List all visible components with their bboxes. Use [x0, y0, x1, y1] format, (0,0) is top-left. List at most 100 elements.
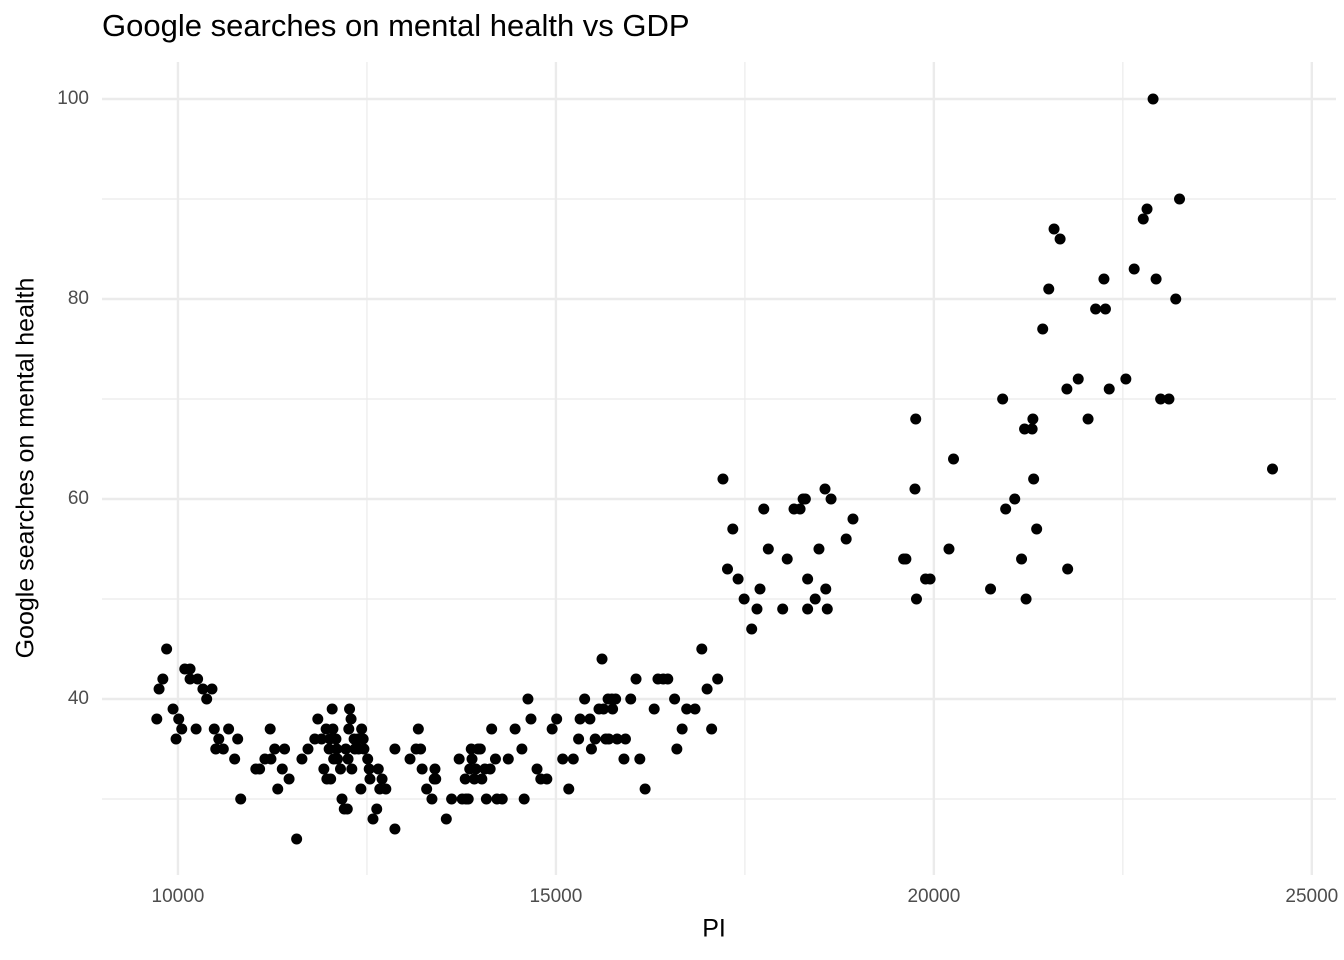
point [151, 713, 163, 725]
point [819, 483, 831, 495]
point [429, 763, 441, 775]
point [462, 793, 474, 805]
point [712, 673, 724, 685]
point [355, 783, 367, 795]
point [589, 733, 601, 745]
point [573, 733, 585, 745]
point [330, 733, 342, 745]
point [502, 753, 514, 765]
point [173, 713, 185, 725]
point [598, 703, 610, 715]
point [541, 773, 553, 785]
point [440, 813, 452, 825]
point [346, 763, 358, 775]
point [840, 533, 852, 545]
point [676, 723, 688, 735]
point [579, 693, 591, 705]
point [269, 743, 281, 755]
point [1016, 553, 1028, 565]
point [762, 543, 774, 555]
point [480, 793, 492, 805]
point [625, 693, 637, 705]
point [254, 763, 266, 775]
point [326, 703, 338, 715]
point [1048, 223, 1060, 235]
point [380, 783, 392, 795]
point [985, 583, 997, 595]
point [362, 753, 374, 765]
point [1267, 463, 1279, 475]
point [596, 653, 608, 665]
point [192, 673, 204, 685]
x-tick-label: 10000 [152, 886, 205, 907]
point [799, 493, 811, 505]
point [265, 753, 277, 765]
point [610, 693, 622, 705]
point [206, 683, 218, 695]
point [696, 643, 708, 655]
point [717, 473, 729, 485]
point [669, 693, 681, 705]
point [316, 733, 328, 745]
point [213, 733, 225, 745]
point [681, 703, 693, 715]
point [336, 793, 348, 805]
point [634, 753, 646, 765]
point [948, 453, 960, 465]
point [296, 753, 308, 765]
point [567, 753, 579, 765]
point [342, 753, 354, 765]
point [1054, 233, 1066, 245]
point [157, 673, 169, 685]
point [689, 703, 701, 715]
point [376, 773, 388, 785]
point [924, 573, 936, 585]
point [363, 763, 375, 775]
point [190, 723, 202, 735]
point [909, 483, 921, 495]
point [421, 783, 433, 795]
point [900, 553, 912, 565]
point [357, 733, 369, 745]
point [404, 753, 416, 765]
point [722, 563, 734, 575]
point [518, 793, 530, 805]
point [1009, 493, 1021, 505]
point [415, 743, 427, 755]
point [302, 743, 314, 755]
point [364, 773, 376, 785]
point [809, 593, 821, 605]
point [732, 573, 744, 585]
point [758, 503, 770, 515]
point [416, 763, 428, 775]
point [1147, 93, 1159, 105]
point [453, 753, 465, 765]
point [754, 583, 766, 595]
point [371, 803, 383, 815]
point [584, 713, 596, 725]
point [412, 723, 424, 735]
point [197, 683, 209, 695]
point [389, 743, 401, 755]
point [821, 603, 833, 615]
point [516, 743, 528, 755]
point [343, 723, 355, 735]
point [470, 763, 482, 775]
point [671, 743, 683, 755]
point [486, 723, 498, 735]
point [1062, 563, 1074, 575]
point [426, 793, 438, 805]
point [802, 573, 814, 585]
point [1027, 413, 1039, 425]
point [574, 713, 586, 725]
point [331, 753, 343, 765]
point [751, 603, 763, 615]
point [1082, 413, 1094, 425]
point [279, 743, 291, 755]
point [161, 643, 173, 655]
point [1098, 273, 1110, 285]
point [997, 393, 1009, 405]
point [312, 713, 324, 725]
point [603, 733, 615, 745]
